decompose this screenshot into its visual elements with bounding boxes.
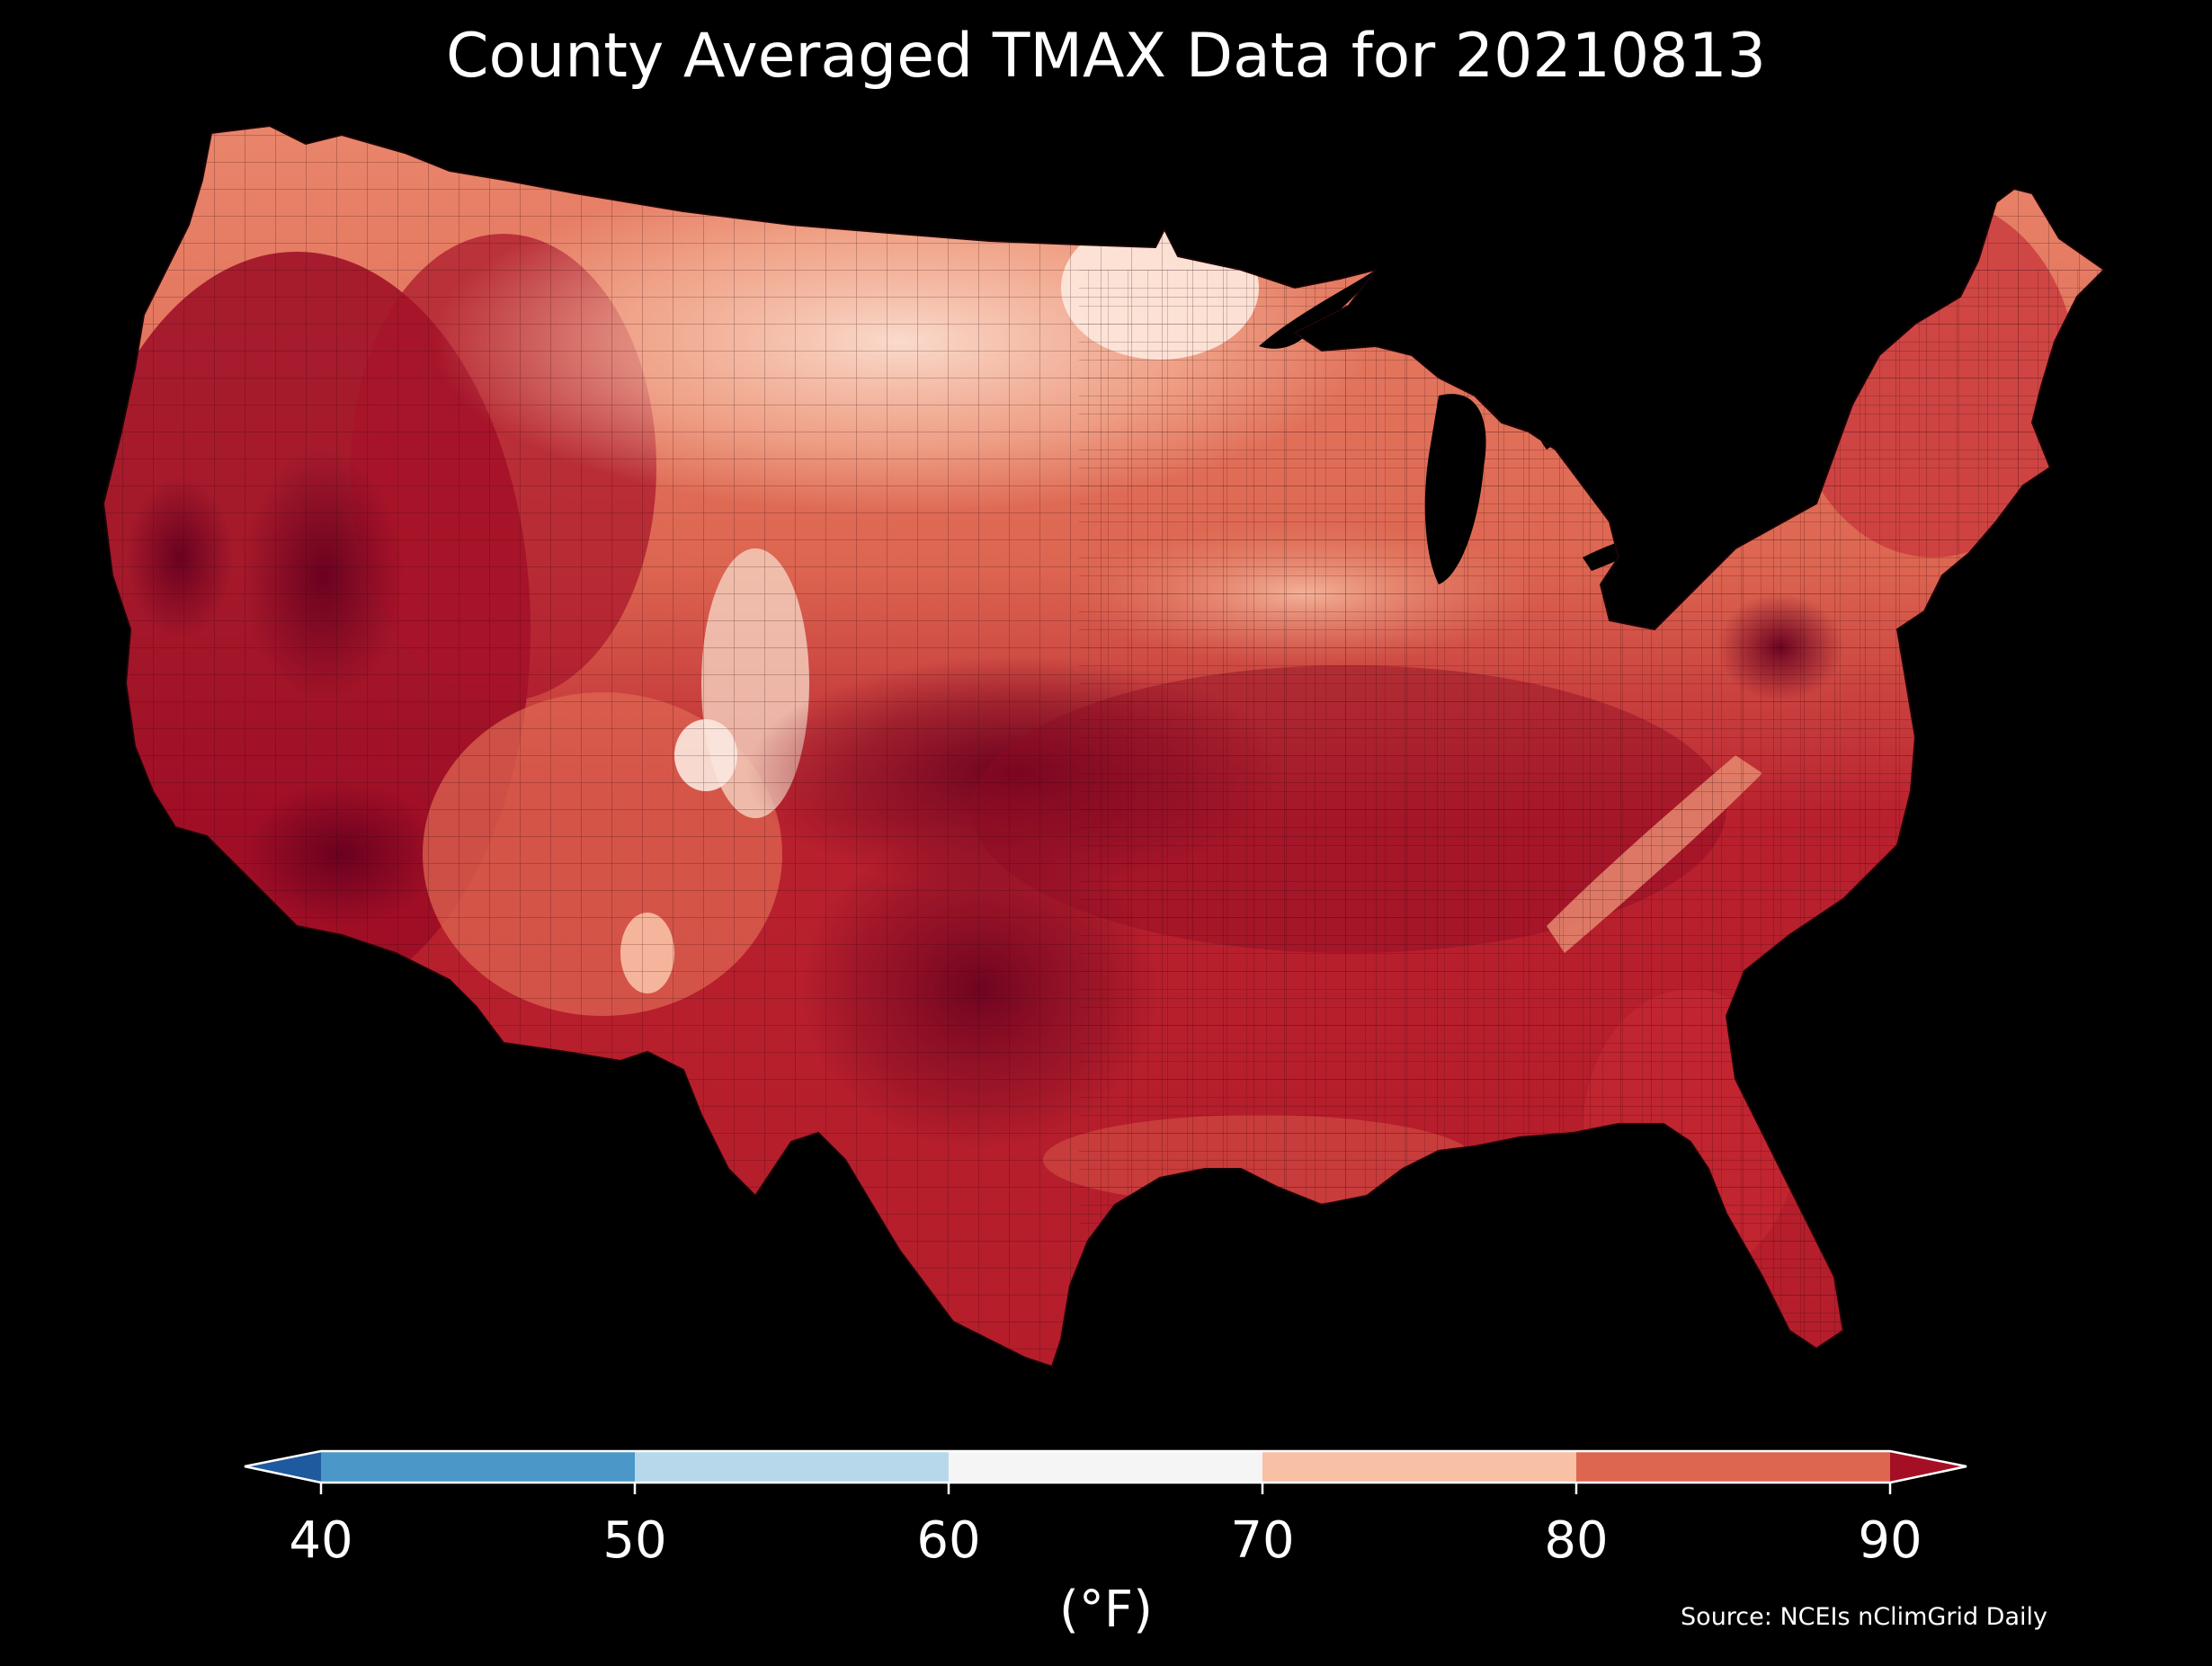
colorbar-over-arrow [1890, 1451, 1967, 1483]
colorbar-unit-label: (°F) [1059, 1581, 1153, 1639]
colorbar-tick-marks [319, 1483, 1892, 1494]
colorbar-tick-label: 70 [1230, 1511, 1295, 1570]
great-lakes [1259, 270, 1681, 584]
colorbar-tick-label: 40 [289, 1511, 353, 1570]
colorbar-tick-label: 90 [1858, 1511, 1922, 1570]
lake-huron [1527, 376, 1575, 450]
colorbar-bin-50-60 [635, 1451, 949, 1483]
colorbar-bin-60-70 [949, 1451, 1262, 1483]
chart-title: County Averaged TMAX Data for 20210813 [446, 21, 1766, 92]
colorbar-tick-label: 80 [1544, 1511, 1609, 1570]
colorbar-tick-label: 50 [602, 1511, 667, 1570]
source-note: Source: NCEIs nClimGrid Daily [1681, 1603, 2047, 1631]
colorbar [244, 1449, 1967, 1494]
county-temperature-map [103, 126, 2104, 1367]
colorbar-under-arrow [245, 1451, 321, 1483]
colorbar-bin-70-80 [1262, 1451, 1576, 1483]
colorbar-bin-80-90 [1576, 1451, 1890, 1483]
county-boundaries-east [1079, 270, 2104, 1367]
colorbar-tick-label: 60 [916, 1511, 981, 1570]
colorbar-bin-40-50 [321, 1451, 635, 1483]
lake-superior [1259, 270, 1376, 349]
lake-erie [1583, 517, 1681, 571]
lake-michigan [1424, 394, 1486, 584]
